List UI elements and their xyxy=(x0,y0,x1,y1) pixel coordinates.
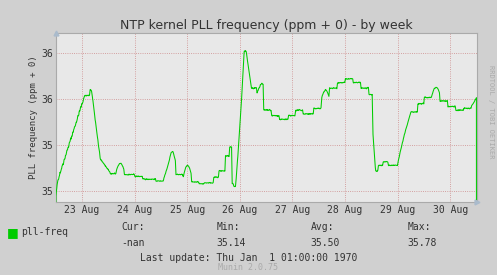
Text: 35.50: 35.50 xyxy=(311,238,340,248)
Text: pll-freq: pll-freq xyxy=(21,227,68,237)
Text: Munin 2.0.75: Munin 2.0.75 xyxy=(219,263,278,272)
Y-axis label: PLL frequency (ppm + 0): PLL frequency (ppm + 0) xyxy=(29,56,38,179)
Title: NTP kernel PLL frequency (ppm + 0) - by week: NTP kernel PLL frequency (ppm + 0) - by … xyxy=(120,19,413,32)
Text: Max:: Max: xyxy=(408,222,431,232)
Text: 35.14: 35.14 xyxy=(216,238,246,248)
Text: 35.78: 35.78 xyxy=(408,238,437,248)
Text: ■: ■ xyxy=(6,226,18,239)
Text: Avg:: Avg: xyxy=(311,222,334,232)
Text: Cur:: Cur: xyxy=(122,222,145,232)
Text: -nan: -nan xyxy=(122,238,145,248)
Text: Last update: Thu Jan  1 01:00:00 1970: Last update: Thu Jan 1 01:00:00 1970 xyxy=(140,253,357,263)
Text: Min:: Min: xyxy=(216,222,240,232)
Text: RRDTOOL / TOBI OETIKER: RRDTOOL / TOBI OETIKER xyxy=(488,65,494,158)
